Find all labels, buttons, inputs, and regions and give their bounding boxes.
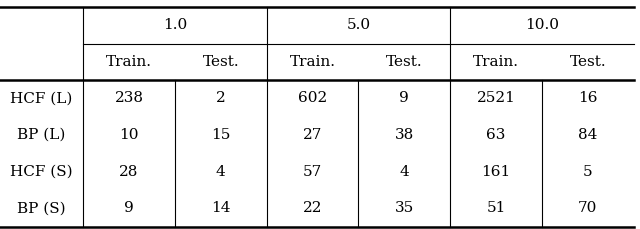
Text: BP (L): BP (L): [17, 128, 66, 142]
Text: 51: 51: [486, 201, 506, 215]
Text: 9: 9: [399, 91, 409, 106]
Text: 2: 2: [216, 91, 226, 106]
Text: 22: 22: [303, 201, 323, 215]
Text: Train.: Train.: [473, 55, 519, 69]
Text: 57: 57: [303, 165, 322, 179]
Text: Train.: Train.: [106, 55, 152, 69]
Text: 35: 35: [395, 201, 414, 215]
Text: HCF (S): HCF (S): [10, 165, 73, 179]
Text: 602: 602: [298, 91, 327, 106]
Text: 10: 10: [119, 128, 139, 142]
Text: Test.: Test.: [570, 55, 606, 69]
Text: 63: 63: [486, 128, 506, 142]
Text: 9: 9: [124, 201, 134, 215]
Text: 15: 15: [211, 128, 230, 142]
Text: 4: 4: [399, 165, 409, 179]
Text: 238: 238: [115, 91, 143, 106]
Text: 5.0: 5.0: [346, 18, 371, 32]
Text: Train.: Train.: [289, 55, 335, 69]
Text: 70: 70: [578, 201, 597, 215]
Text: Test.: Test.: [386, 55, 422, 69]
Text: 1.0: 1.0: [163, 18, 187, 32]
Text: 14: 14: [211, 201, 230, 215]
Text: 161: 161: [481, 165, 511, 179]
Text: 84: 84: [578, 128, 597, 142]
Text: HCF (L): HCF (L): [10, 91, 73, 106]
Text: 27: 27: [303, 128, 322, 142]
Text: 5: 5: [583, 165, 593, 179]
Text: 10.0: 10.0: [525, 18, 559, 32]
Text: 4: 4: [216, 165, 226, 179]
Text: Test.: Test.: [202, 55, 239, 69]
Text: 38: 38: [395, 128, 414, 142]
Text: 2521: 2521: [477, 91, 515, 106]
Text: 16: 16: [578, 91, 598, 106]
Text: BP (S): BP (S): [17, 201, 66, 215]
Text: 28: 28: [120, 165, 139, 179]
